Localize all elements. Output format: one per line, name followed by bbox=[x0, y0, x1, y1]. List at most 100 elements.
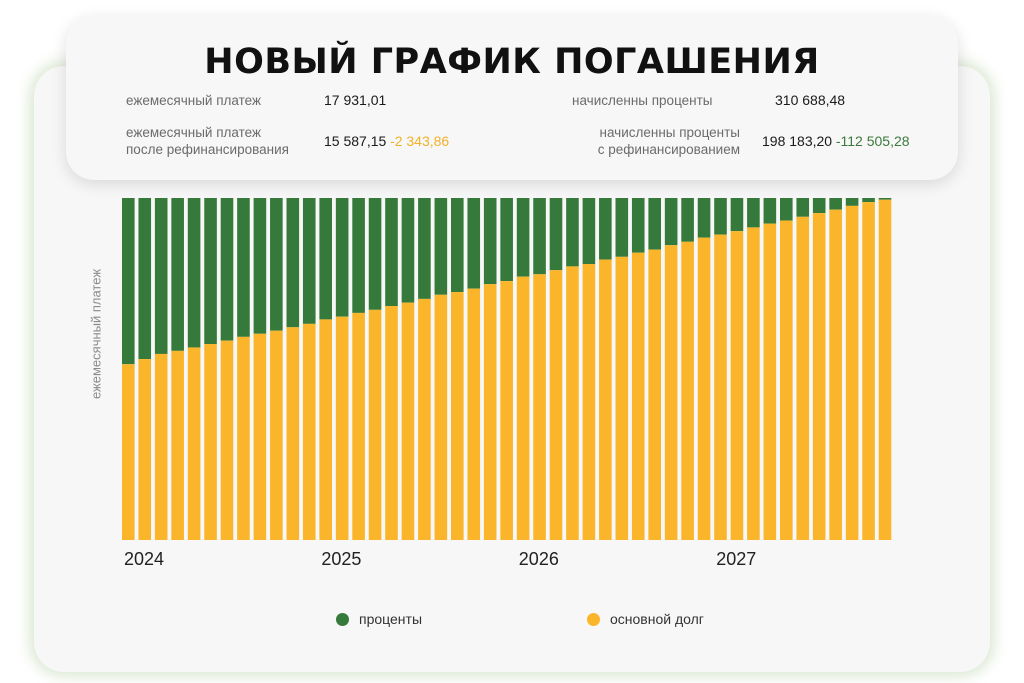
bar-interest-9 bbox=[253, 198, 267, 334]
bar-interest-17 bbox=[385, 198, 398, 307]
legend-item-principal: основной долг bbox=[587, 611, 704, 627]
bar-principal-16 bbox=[368, 309, 382, 540]
bar-interest-21 bbox=[451, 198, 464, 293]
bar-principal-24 bbox=[500, 281, 513, 540]
bar-principal-38 bbox=[730, 231, 744, 541]
bar-interest-26 bbox=[533, 198, 546, 275]
bar-principal-41 bbox=[780, 220, 793, 540]
bar-principal-34 bbox=[664, 245, 678, 540]
bar-principal-15 bbox=[352, 312, 365, 540]
bar-interest-31 bbox=[615, 198, 629, 257]
bar-principal-45 bbox=[845, 205, 859, 540]
bar-interest-8 bbox=[237, 198, 250, 337]
bar-principal-8 bbox=[237, 336, 250, 540]
bar-interest-42 bbox=[796, 198, 810, 217]
bar-interest-38 bbox=[730, 198, 744, 232]
bar-principal-22 bbox=[467, 288, 481, 540]
bar-interest-6 bbox=[204, 198, 217, 345]
bar-principal-23 bbox=[483, 284, 497, 540]
bar-interest-25 bbox=[516, 198, 530, 277]
bar-principal-7 bbox=[220, 340, 234, 540]
bar-interest-36 bbox=[697, 198, 711, 238]
bar-principal-29 bbox=[582, 264, 596, 540]
interest-refi-label-line-1: начисленны проценты bbox=[599, 125, 741, 140]
bar-interest-18 bbox=[401, 198, 415, 303]
bar-interest-30 bbox=[599, 198, 612, 260]
bar-principal-19 bbox=[418, 298, 431, 540]
bar-interest-19 bbox=[418, 198, 431, 299]
interest-refi-delta: -112 505,28 bbox=[835, 133, 910, 149]
bar-principal-25 bbox=[516, 276, 530, 540]
bar-principal-10 bbox=[270, 330, 283, 540]
monthly-refi-value: 15 587,15 bbox=[324, 133, 387, 149]
x-tick-label-2026: 2026 bbox=[519, 549, 559, 569]
legend-item-interest: проценты bbox=[336, 611, 422, 627]
bar-interest-2 bbox=[138, 198, 152, 360]
bar-principal-1 bbox=[122, 364, 135, 540]
bar-interest-32 bbox=[631, 198, 645, 253]
bar-principal-17 bbox=[385, 306, 398, 540]
monthly-refi-label: ежемесячный платеж после рефинансировани… bbox=[126, 124, 289, 158]
bar-interest-23 bbox=[483, 198, 497, 285]
legend-dot-interest bbox=[336, 612, 349, 626]
bar-interest-1 bbox=[122, 198, 135, 365]
bar-interest-13 bbox=[319, 198, 332, 320]
interest-refi-label-line-2: с рефинансированием bbox=[597, 142, 740, 157]
bar-principal-28 bbox=[566, 266, 579, 540]
bar-interest-14 bbox=[335, 198, 349, 317]
bar-principal-33 bbox=[648, 249, 661, 540]
bar-principal-37 bbox=[714, 234, 727, 540]
monthly-refi-label-line-1: ежемесячный платеж bbox=[126, 125, 262, 140]
bar-interest-15 bbox=[352, 198, 365, 313]
bar-interest-46 bbox=[862, 198, 875, 203]
bar-interest-16 bbox=[368, 198, 382, 310]
bar-principal-11 bbox=[286, 327, 300, 540]
bar-principal-35 bbox=[681, 241, 694, 540]
bar-interest-40 bbox=[763, 198, 777, 224]
bar-principal-20 bbox=[434, 294, 448, 540]
monthly-refi-value-group: 15 587,15 -2 343,86 bbox=[324, 133, 449, 150]
summary-card: НОВЫЙ ГРАФИК ПОГАШЕНИЯ ежемесячный плате… bbox=[66, 16, 958, 180]
bar-principal-21 bbox=[451, 292, 464, 540]
bar-principal-30 bbox=[599, 259, 612, 540]
interest-refi-label: начисленны проценты с рефинансированием bbox=[546, 124, 740, 158]
bar-principal-47 bbox=[878, 199, 892, 540]
bar-interest-44 bbox=[829, 198, 842, 210]
bar-principal-13 bbox=[319, 319, 332, 540]
interest-refi-value-group: 198 183,20 -112 505,28 bbox=[762, 133, 910, 150]
bar-interest-27 bbox=[549, 198, 563, 271]
x-tick-label-2024: 2024 bbox=[124, 549, 164, 569]
monthly-payment-value: 17 931,01 bbox=[324, 92, 387, 108]
bar-interest-45 bbox=[845, 198, 859, 206]
bar-interest-29 bbox=[582, 198, 596, 265]
bar-principal-46 bbox=[862, 202, 875, 540]
bar-interest-35 bbox=[681, 198, 694, 242]
bar-interest-3 bbox=[154, 198, 168, 354]
bar-principal-4 bbox=[171, 350, 184, 540]
bar-interest-7 bbox=[220, 198, 234, 341]
bar-interest-47 bbox=[878, 198, 892, 200]
bar-interest-10 bbox=[270, 198, 283, 331]
bar-principal-27 bbox=[549, 270, 563, 540]
bar-interest-39 bbox=[747, 198, 760, 228]
bar-principal-9 bbox=[253, 333, 267, 540]
bar-interest-24 bbox=[500, 198, 513, 282]
x-tick-label-2025: 2025 bbox=[321, 549, 361, 569]
bar-principal-36 bbox=[697, 237, 711, 541]
bar-principal-12 bbox=[302, 323, 316, 540]
bar-principal-14 bbox=[335, 316, 349, 540]
bar-interest-33 bbox=[648, 198, 661, 250]
bar-interest-12 bbox=[302, 198, 316, 324]
legend-label-interest: проценты bbox=[359, 611, 423, 627]
monthly-payment-label: ежемесячный платеж bbox=[126, 93, 262, 108]
bar-principal-31 bbox=[615, 256, 629, 540]
legend-dot-principal bbox=[587, 612, 600, 626]
bar-principal-44 bbox=[829, 209, 842, 540]
bar-interest-4 bbox=[171, 198, 184, 351]
interest-refi-value: 198 183,20 bbox=[762, 133, 833, 149]
bar-principal-32 bbox=[631, 252, 645, 540]
bar-interest-5 bbox=[187, 198, 201, 348]
bar-principal-6 bbox=[204, 344, 217, 540]
monthly-refi-label-line-2: после рефинансирования bbox=[126, 142, 289, 157]
